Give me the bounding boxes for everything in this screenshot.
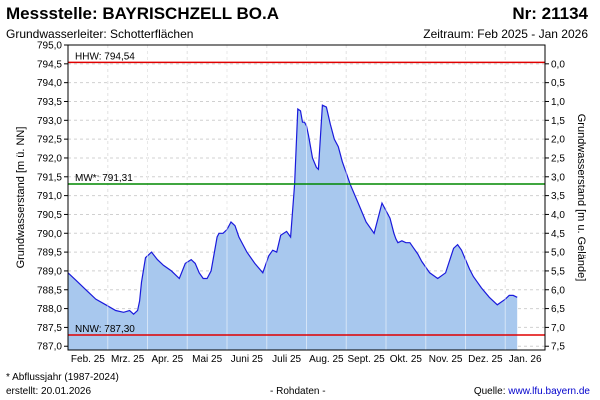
y2-axis-title: Grundwasserstand [m u. Gelände] bbox=[575, 114, 587, 282]
y2-tick-label: 3,0 bbox=[551, 172, 565, 183]
y-axis-title: Grundwasserstand [m ü. NN] bbox=[15, 127, 27, 269]
x-tick-label: Jan. 26 bbox=[509, 354, 542, 365]
x-tick-label: Sept. 25 bbox=[347, 354, 385, 365]
y2-tick-label: 4,5 bbox=[551, 229, 565, 240]
source-label: Quelle: bbox=[473, 386, 509, 397]
y-tick-label: 795,0 bbox=[37, 41, 62, 52]
x-tick-label: Aug. 25 bbox=[309, 354, 344, 365]
x-tick-label: Apr. 25 bbox=[152, 354, 184, 365]
y-tick-label: 790,0 bbox=[37, 229, 62, 240]
x-tick-label: Mai 25 bbox=[192, 354, 222, 365]
y2-tick-label: 0,5 bbox=[551, 78, 565, 89]
y-tick-label: 787,5 bbox=[37, 323, 62, 334]
x-tick-label: Feb. 25 bbox=[71, 354, 105, 365]
station-title: Messstelle: BAYRISCHZELL BO.A bbox=[6, 4, 280, 23]
x-tick-label: Mrz. 25 bbox=[111, 354, 145, 365]
y-tick-label: 792,0 bbox=[37, 153, 62, 164]
y-tick-label: 794,5 bbox=[37, 59, 62, 70]
reference-label: MW*: 791,31 bbox=[75, 173, 133, 184]
y-tick-label: 787,0 bbox=[37, 342, 62, 353]
x-tick-label: Okt. 25 bbox=[390, 354, 423, 365]
y2-tick-label: 2,5 bbox=[551, 153, 565, 164]
x-tick-label: Dez. 25 bbox=[468, 354, 503, 365]
x-tick-label: Juni 25 bbox=[231, 354, 264, 365]
y-tick-label: 791,0 bbox=[37, 191, 62, 202]
y-tick-label: 794,0 bbox=[37, 78, 62, 89]
y2-tick-label: 6,0 bbox=[551, 285, 565, 296]
station-number: Nr: 21134 bbox=[512, 4, 588, 23]
y-tick-label: 788,5 bbox=[37, 285, 62, 296]
reference-label: HHW: 794,54 bbox=[75, 51, 135, 62]
y-tick-label: 789,0 bbox=[37, 266, 62, 277]
y-tick-label: 793,0 bbox=[37, 116, 62, 127]
y2-tick-label: 7,0 bbox=[551, 323, 565, 334]
y-tick-label: 789,5 bbox=[37, 248, 62, 259]
footnote: * Abflussjahr (1987-2024) bbox=[6, 372, 119, 383]
created-date: erstellt: 20.01.2026 bbox=[6, 386, 92, 397]
y2-tick-label: 5,0 bbox=[551, 248, 565, 259]
raw-data-label: - Rohdaten - bbox=[270, 386, 326, 397]
y2-tick-label: 6,5 bbox=[551, 304, 565, 315]
x-tick-label: Juli 25 bbox=[272, 354, 301, 365]
y2-tick-label: 0,0 bbox=[551, 59, 565, 70]
y2-tick-label: 4,0 bbox=[551, 210, 565, 221]
y2-tick-label: 3,5 bbox=[551, 191, 565, 202]
y2-tick-label: 2,0 bbox=[551, 135, 565, 146]
aquifer-label: Grundwasserleiter: Schotterflächen bbox=[6, 27, 194, 41]
plot-frame bbox=[67, 44, 546, 351]
x-tick-label: Nov. 25 bbox=[429, 354, 463, 365]
series-line bbox=[67, 104, 518, 316]
y2-tick-label: 7,5 bbox=[551, 342, 565, 353]
y2-tick-label: 1,5 bbox=[551, 116, 565, 127]
y2-tick-label: 5,5 bbox=[551, 266, 565, 277]
y2-tick-label: 1,0 bbox=[551, 97, 565, 108]
y-tick-label: 791,5 bbox=[37, 172, 62, 183]
series-area bbox=[68, 105, 518, 350]
source-link[interactable]: www.lfu.bayern.de bbox=[508, 386, 590, 397]
y-tick-label: 788,0 bbox=[37, 304, 62, 315]
period-label: Zeitraum: Feb 2025 - Jan 2026 bbox=[423, 27, 588, 41]
y-tick-label: 793,5 bbox=[37, 97, 62, 108]
y-tick-label: 790,5 bbox=[37, 210, 62, 221]
y-tick-label: 792,5 bbox=[37, 135, 62, 146]
source: Quelle: www.lfu.bayern.de bbox=[474, 386, 590, 397]
reference-label: NNW: 787,30 bbox=[75, 324, 135, 335]
